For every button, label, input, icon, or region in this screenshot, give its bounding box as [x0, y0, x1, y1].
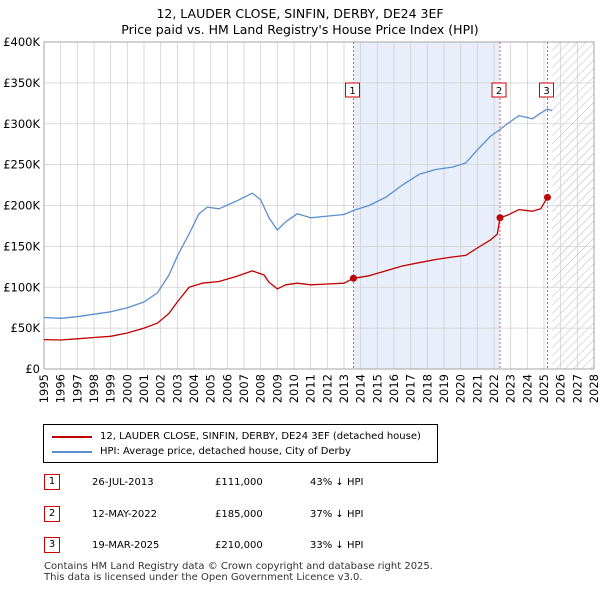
x-tick-label: 1995: [37, 374, 51, 403]
x-tick-label: 2007: [237, 374, 251, 403]
plot-frame: [43, 41, 595, 370]
x-tick-label: 2012: [320, 374, 334, 403]
x-tick-label: 2025: [537, 374, 551, 403]
sale-date: 19-MAR-2025: [92, 540, 160, 551]
hpi-line: [43, 108, 553, 319]
x-tick-label: 2024: [520, 374, 534, 403]
x-tick-label: 2016: [387, 374, 401, 403]
x-tick-label: 2026: [554, 374, 568, 403]
sale-label-text: 1: [349, 86, 355, 97]
x-tick-label: 2011: [304, 374, 318, 403]
y-tick-label: £400K: [3, 35, 40, 49]
x-tick-label: 2013: [337, 374, 351, 403]
sale-label-box: [491, 82, 507, 98]
y-tick-label: £0: [25, 362, 40, 376]
x-tick-label: 2009: [270, 374, 284, 403]
chart-title-line2: Price paid vs. HM Land Registry's House …: [121, 22, 479, 37]
x-tick-label: 2018: [420, 374, 434, 403]
y-tick-label: £250K: [3, 158, 40, 172]
sale-date: 26-JUL-2013: [92, 477, 154, 488]
sale-label-text: 3: [543, 86, 549, 97]
legend-swatch-property: [52, 436, 92, 438]
sale-date: 12-MAY-2022: [92, 509, 158, 520]
y-tick-label: £200K: [3, 199, 40, 213]
sale-label-box: [539, 82, 554, 98]
y-tick-label: £150K: [3, 239, 40, 253]
y-tick-label: £350K: [3, 76, 40, 90]
x-tick-label: 2027: [570, 374, 584, 403]
sale-point: [544, 193, 551, 201]
x-tick-label: 2003: [170, 374, 184, 403]
sale-price: £185,000: [215, 509, 263, 520]
x-tick-label: 2021: [470, 374, 484, 403]
x-tick-label: 1999: [104, 374, 118, 403]
x-tick-label: 2020: [454, 374, 468, 403]
x-tick-label: 2002: [154, 374, 168, 403]
x-tick-label: 2005: [204, 374, 218, 403]
x-tick-label: 2015: [370, 374, 384, 403]
chart-title-line1: 12, LAUDER CLOSE, SINFIN, DERBY, DE24 3E…: [156, 6, 444, 21]
x-tick-label: 2017: [404, 374, 418, 403]
legend-label-hpi: HPI: Average price, detached house, City…: [100, 446, 351, 457]
x-tick-label: 2004: [187, 374, 201, 403]
y-tick-label: £300K: [3, 117, 40, 131]
x-tick-label: 2008: [254, 374, 268, 403]
x-tick-label: 2028: [587, 374, 600, 403]
x-tick-label: 2006: [220, 374, 234, 403]
x-tick-label: 2010: [287, 374, 301, 403]
x-tick-label: 1996: [54, 374, 68, 403]
sale-hpi-diff: 33% ↓ HPI: [310, 540, 364, 551]
sale-point: [496, 214, 504, 222]
sale-point: [350, 274, 357, 282]
x-tick-label: 2023: [504, 374, 518, 403]
sale-label-box: [345, 82, 360, 98]
legend-label-property: 12, LAUDER CLOSE, SINFIN, DERBY, DE24 3E…: [100, 431, 421, 442]
y-tick-label: £50K: [11, 321, 41, 335]
x-tick-label: 2019: [437, 374, 451, 403]
x-tick-label: 2022: [487, 374, 501, 403]
sale-price: £111,000: [215, 477, 263, 488]
sale-hpi-diff: 43% ↓ HPI: [310, 477, 364, 488]
y-tick-label: £100K: [3, 280, 40, 294]
footer-licence: This data is licensed under the Open Gov…: [44, 572, 363, 583]
x-tick-label: 1997: [70, 374, 84, 403]
footer-copyright: Contains HM Land Registry data © Crown c…: [44, 561, 433, 572]
x-tick-label: 1998: [87, 374, 101, 403]
price-chart: £0 £50K £100K £150K £200K £250K £300K £350K £400…: [3, 35, 600, 403]
x-tick-label: 2000: [120, 374, 134, 403]
legend-swatch-hpi: [52, 451, 92, 453]
sale-price: £210,000: [215, 540, 263, 551]
chart-legend: 12, LAUDER CLOSE, SINFIN, DERBY, DE24 3E…: [43, 424, 438, 463]
x-tick-label: 2014: [354, 374, 368, 403]
sale-number-badge: 3: [44, 537, 60, 553]
sale-label-text: 2: [496, 86, 502, 97]
sale-number-badge: 1: [44, 474, 60, 490]
x-tick-label: 2001: [137, 374, 151, 403]
property-price-line: [43, 196, 549, 341]
sale-number-badge: 2: [44, 506, 60, 522]
sale-hpi-diff: 37% ↓ HPI: [310, 509, 364, 520]
